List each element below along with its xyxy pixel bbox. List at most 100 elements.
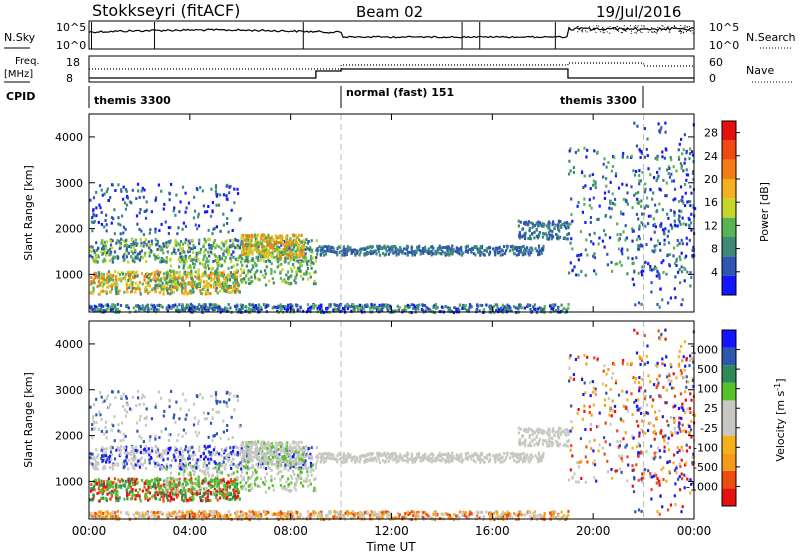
power-cell [624,224,627,228]
power-cell [159,271,162,274]
power-cell [177,309,180,313]
velocity-cell [223,451,226,455]
power-cell [503,245,506,248]
velocity-cell [179,462,183,466]
power-cell [557,225,560,229]
power-cell [283,247,286,251]
power-cell [565,221,569,224]
velocity-cell [295,477,298,480]
power-cell [322,245,325,249]
power-cell [143,309,146,312]
power-cell [229,244,233,247]
power-cell [245,274,248,278]
power-cell [280,236,283,240]
power-cell [688,157,691,161]
power-cell [523,306,526,310]
power-cell [638,179,641,183]
power-cell [609,201,612,205]
velocity-cell [203,444,206,448]
power-cell [184,224,187,228]
velocity-cell [252,466,255,470]
power-cell [590,240,593,244]
power-cell [113,255,117,259]
power-cell [146,305,149,308]
power-cell [517,249,520,253]
power-cell [196,307,199,310]
power-cell [181,304,184,308]
velocity-cell [250,474,253,478]
power-cell [193,285,196,289]
power-cell [193,262,196,266]
velocity-cell [311,457,314,461]
power-cell [281,268,284,272]
power-cell [397,252,400,256]
velocity-cell [212,466,215,470]
power-cell [137,189,140,193]
power-cell [473,245,476,249]
velocity-cell [184,461,187,465]
power-cell [552,221,555,225]
velocity-cell [120,444,123,448]
power-cell [147,272,151,276]
velocity-cell [215,466,219,470]
power-cell [631,277,634,281]
power-cell [124,227,127,231]
power-cell [209,278,212,282]
power-cell [115,292,118,296]
power-cell [506,246,509,250]
velocity-cell [112,464,115,467]
power-cell [653,230,656,234]
power-cell [655,274,658,278]
velocity-cell [134,456,137,459]
power-cell [339,245,342,249]
nsearch-dot [589,30,591,32]
power-cell [207,260,210,264]
power-cell [290,242,293,246]
power-cell [180,277,183,281]
power-cell [278,246,281,250]
noise-left-top-tick: 10^5 [56,21,86,34]
power-cell [666,212,669,216]
power-cell [270,253,273,257]
power-cell [561,223,564,226]
power-cell [674,275,677,279]
power-cell [318,245,321,249]
power-cell [207,309,210,313]
power-cell [121,272,124,276]
power-cell [673,214,676,217]
velocity-cell [216,480,219,484]
power-cell [175,288,179,292]
power-cell [126,244,129,248]
power-cell [314,304,317,308]
power-cell [170,306,174,309]
velocity-cell [90,487,93,490]
velocity-cell [89,461,92,465]
colorbar-tick-label: 16 [704,196,718,209]
power-cell [127,260,130,264]
power-cell [99,206,102,210]
velocity-cell [281,459,284,463]
power-cell [216,256,219,260]
power-cell [667,172,670,176]
power-cell [304,259,307,263]
power-cell [266,235,269,239]
velocity-cell [100,448,103,452]
nsearch-dot [658,27,660,29]
power-cell [181,227,184,231]
power-cell [289,249,292,253]
power-cell [322,253,326,257]
power-cell [148,284,152,288]
power-cell [319,305,322,309]
power-cell [271,243,274,247]
power-cell [521,306,524,310]
velocity-cell [239,481,242,485]
power-cell [309,254,313,258]
power-cell [466,250,469,254]
power-cell [157,279,161,283]
power-cell [185,276,188,280]
power-cell [677,200,681,203]
power-cell [556,223,559,227]
power-cell [120,189,123,193]
power-cell [678,255,681,259]
